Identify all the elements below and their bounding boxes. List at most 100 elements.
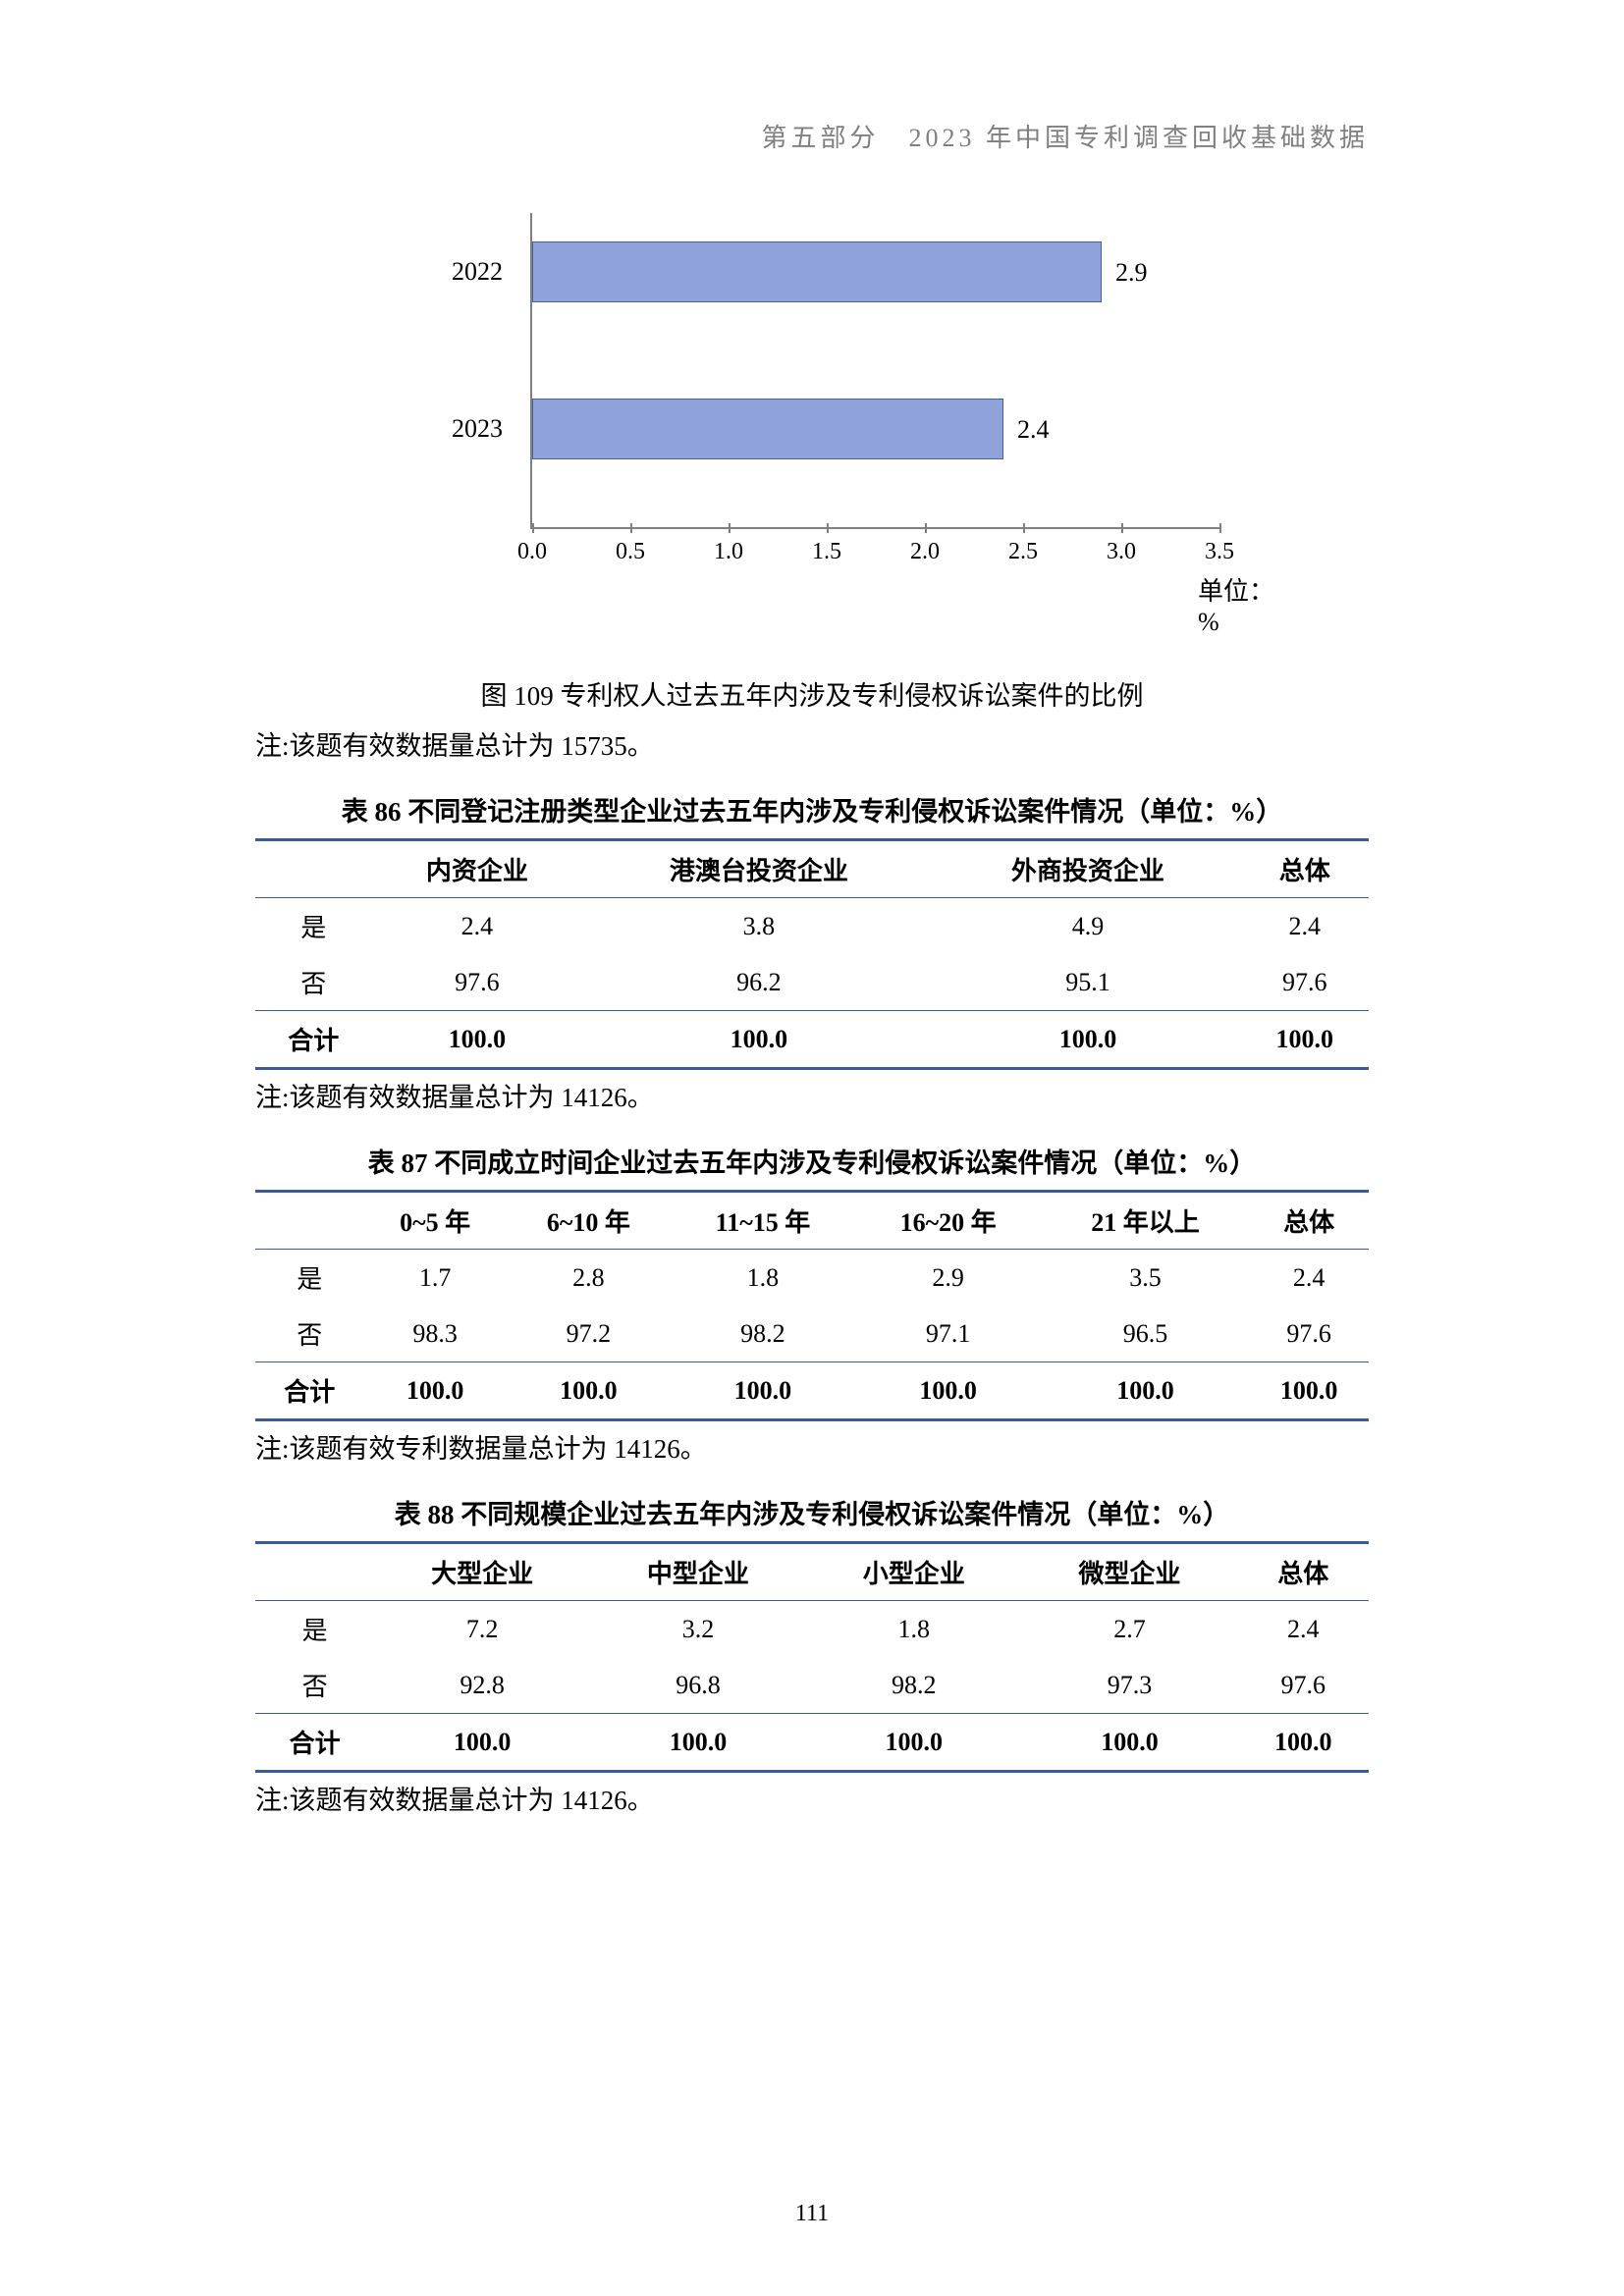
table-cell: 100.0 bbox=[582, 1011, 935, 1069]
x-tick-label: 0.5 bbox=[616, 539, 645, 565]
table-88: 大型企业中型企业小型企业微型企业总体是7.23.21.82.72.4否92.89… bbox=[255, 1541, 1369, 1773]
table-cell: 是 bbox=[255, 1250, 364, 1307]
y-category-label: 2022 bbox=[452, 257, 503, 287]
table-cell: 2.4 bbox=[1237, 1601, 1369, 1658]
table-cell: 100.0 bbox=[935, 1011, 1240, 1069]
x-tick-label: 2.5 bbox=[1008, 539, 1038, 565]
table-header-cell: 港澳台投资企业 bbox=[582, 840, 935, 898]
figure-caption-109: 图 109 专利权人过去五年内涉及专利侵权诉讼案件的比例 bbox=[255, 674, 1369, 713]
table-cell: 95.1 bbox=[935, 954, 1240, 1011]
y-category-label: 2023 bbox=[452, 414, 503, 444]
table-header-cell: 16~20 年 bbox=[855, 1192, 1042, 1250]
table-cell: 97.2 bbox=[507, 1306, 672, 1362]
table-cell: 98.2 bbox=[671, 1306, 855, 1362]
table-header-cell: 微型企业 bbox=[1022, 1543, 1238, 1601]
table-cell: 2.7 bbox=[1022, 1601, 1238, 1658]
x-tick-label: 3.0 bbox=[1107, 539, 1136, 565]
table-row: 否98.397.298.297.196.597.6 bbox=[255, 1306, 1369, 1362]
table-cell: 3.8 bbox=[582, 898, 935, 955]
table-87-title: 表 87 不同成立时间企业过去五年内涉及专利侵权诉讼案件情况（单位：%） bbox=[255, 1142, 1369, 1180]
table-cell: 否 bbox=[255, 1657, 374, 1714]
figure-note-109: 注:该题有效数据量总计为 15735。 bbox=[255, 724, 1369, 763]
table-cell: 97.6 bbox=[372, 954, 583, 1011]
table-cell: 2.9 bbox=[855, 1250, 1042, 1307]
x-tick bbox=[925, 523, 927, 533]
table-cell: 100.0 bbox=[590, 1714, 806, 1772]
table-cell: 98.2 bbox=[806, 1657, 1022, 1714]
table-cell: 100.0 bbox=[374, 1714, 590, 1772]
chart-plot-area: 0.00.51.01.52.02.53.03.520222.920232.4 bbox=[530, 213, 1219, 529]
x-tick bbox=[1121, 523, 1123, 533]
table-cell: 1.8 bbox=[806, 1601, 1022, 1658]
table-row: 是2.43.84.92.4 bbox=[255, 898, 1369, 955]
x-tick bbox=[1023, 523, 1025, 533]
table-total-row: 合计100.0100.0100.0100.0100.0 bbox=[255, 1714, 1369, 1772]
x-tick-label: 1.5 bbox=[812, 539, 841, 565]
table-row: 是7.23.21.82.72.4 bbox=[255, 1601, 1369, 1658]
table-cell: 否 bbox=[255, 1306, 364, 1362]
table-header-cell: 总体 bbox=[1240, 840, 1369, 898]
table-cell: 100.0 bbox=[806, 1714, 1022, 1772]
table-cell: 1.8 bbox=[671, 1250, 855, 1307]
table-cell: 98.3 bbox=[364, 1306, 507, 1362]
table-cell: 7.2 bbox=[374, 1601, 590, 1658]
table-cell: 是 bbox=[255, 898, 372, 955]
table-cell: 97.3 bbox=[1022, 1657, 1238, 1714]
table-cell: 96.5 bbox=[1042, 1306, 1250, 1362]
x-tick-label: 3.5 bbox=[1205, 539, 1234, 565]
table-cell: 100.0 bbox=[1240, 1011, 1369, 1069]
table-cell: 100.0 bbox=[364, 1362, 507, 1420]
table-header-cell: 中型企业 bbox=[590, 1543, 806, 1601]
x-tick bbox=[532, 523, 534, 533]
table-86: 内资企业港澳台投资企业外商投资企业总体是2.43.84.92.4否97.696.… bbox=[255, 838, 1369, 1070]
table-cell: 合计 bbox=[255, 1714, 374, 1772]
table-row: 是1.72.81.82.93.52.4 bbox=[255, 1250, 1369, 1307]
table-header-cell: 内资企业 bbox=[372, 840, 583, 898]
table-cell: 97.6 bbox=[1249, 1306, 1369, 1362]
table-header-cell: 6~10 年 bbox=[507, 1192, 672, 1250]
table-cell: 合计 bbox=[255, 1362, 364, 1420]
table-cell: 96.2 bbox=[582, 954, 935, 1011]
table-cell: 97.6 bbox=[1237, 1657, 1369, 1714]
table-header-cell bbox=[255, 1543, 374, 1601]
x-tick bbox=[630, 523, 632, 533]
table-header-cell: 小型企业 bbox=[806, 1543, 1022, 1601]
table-88-title: 表 88 不同规模企业过去五年内涉及专利侵权诉讼案件情况（单位：%） bbox=[255, 1493, 1369, 1531]
bar bbox=[532, 399, 1003, 459]
table-cell: 96.8 bbox=[590, 1657, 806, 1714]
table-cell: 100.0 bbox=[1042, 1362, 1250, 1420]
x-tick bbox=[827, 523, 829, 533]
table-header-cell: 21 年以上 bbox=[1042, 1192, 1250, 1250]
table-cell: 2.4 bbox=[1240, 898, 1369, 955]
table-cell: 92.8 bbox=[374, 1657, 590, 1714]
table-header-cell bbox=[255, 1192, 364, 1250]
table-cell: 100.0 bbox=[507, 1362, 672, 1420]
table-row: 否92.896.898.297.397.6 bbox=[255, 1657, 1369, 1714]
table-header-cell: 总体 bbox=[1237, 1543, 1369, 1601]
chart-x-unit: 单位：% bbox=[1198, 571, 1276, 637]
table-cell: 97.1 bbox=[855, 1306, 1042, 1362]
table-86-title: 表 86 不同登记注册类型企业过去五年内涉及专利侵权诉讼案件情况（单位：%） bbox=[255, 790, 1369, 828]
table-row: 否97.696.295.197.6 bbox=[255, 954, 1369, 1011]
bar-value-label: 2.4 bbox=[1017, 415, 1050, 445]
table-cell: 2.4 bbox=[1249, 1250, 1369, 1307]
page-number: 111 bbox=[0, 2201, 1624, 2227]
x-tick-label: 2.0 bbox=[910, 539, 940, 565]
table-cell: 否 bbox=[255, 954, 372, 1011]
table-header-cell: 外商投资企业 bbox=[935, 840, 1240, 898]
table-header-cell: 11~15 年 bbox=[671, 1192, 855, 1250]
table-87: 0~5 年6~10 年11~15 年16~20 年21 年以上总体是1.72.8… bbox=[255, 1190, 1369, 1421]
x-tick-label: 1.0 bbox=[714, 539, 743, 565]
table-cell: 2.8 bbox=[507, 1250, 672, 1307]
table-88-note: 注:该题有效数据量总计为 14126。 bbox=[255, 1779, 1369, 1817]
x-tick bbox=[1219, 523, 1221, 533]
table-header-cell: 总体 bbox=[1249, 1192, 1369, 1250]
table-cell: 3.5 bbox=[1042, 1250, 1250, 1307]
bar-value-label: 2.9 bbox=[1115, 258, 1148, 288]
table-cell: 合计 bbox=[255, 1011, 372, 1069]
table-header-cell: 0~5 年 bbox=[364, 1192, 507, 1250]
table-cell: 4.9 bbox=[935, 898, 1240, 955]
table-cell: 1.7 bbox=[364, 1250, 507, 1307]
table-total-row: 合计100.0100.0100.0100.0 bbox=[255, 1011, 1369, 1069]
page-header: 第五部分 2023 年中国专利调查回收基础数据 bbox=[255, 118, 1369, 154]
